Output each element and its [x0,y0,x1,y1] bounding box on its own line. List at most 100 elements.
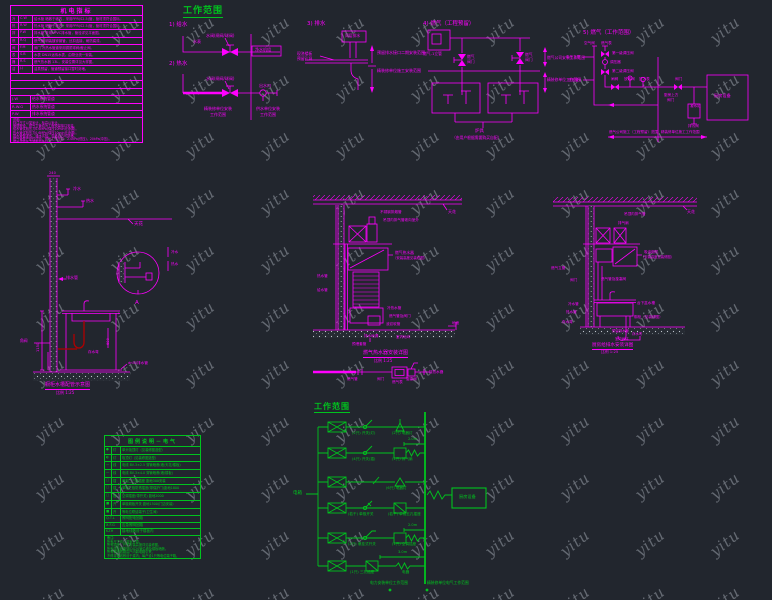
legend-code: J.W [11,96,31,103]
dim-2m-b: 2.0m [408,523,418,527]
table-cell: 单相三极防溅插座(带保护门)距地1800 [122,486,180,491]
label-b6-device: 电器 [402,570,410,574]
label-trap-2: 存水弯 [562,320,573,324]
label-kitchen-equip: 厨房设备 [714,93,731,98]
label-ceiling-duct: 吊顶内排气管 [624,212,646,216]
table-cell: 表 [11,51,19,59]
label-meter-strip: 燃气表 [392,380,403,384]
label-valve-strip: 阀门 [377,376,385,381]
table-cell: — [105,470,112,477]
label-angle-valve: 角阀 [20,338,28,343]
table-note-line: 所有插座、开关安装高度详见装修图。 [107,543,162,548]
label-drain-scope-1: 预留排水接口二期安装范围 [377,50,425,55]
table-legend-row: P.W 排水系统管道 [11,109,142,118]
label-trap: 存水弯 [88,350,99,354]
label-same-floor-drain: 同层排水 [345,33,361,38]
label-panel: 电箱 [293,491,302,496]
table-note-line: 所有弱电线路由户内弱电箱引来。 [107,550,155,555]
title-kitchen-detail: 厨房给排水安装详图 [592,343,634,350]
label-gas-scope: 5) 燃气（工作范围） [583,30,635,36]
title-heater-detail: 燃气热水器安装详图 [363,350,409,359]
table-cell: 单相二三极插座 距地300安装 [122,478,166,483]
label-sleeve: 预埋套管 [352,342,367,346]
table-row: ● 灯单头吸顶灯（见装修图选型） [105,446,200,454]
table-note-line: 给水管试验压力0.6MPa(保压10min无渗漏)。 [13,127,79,132]
table-note-line: 备注: [107,535,115,540]
label-regulator-1: 第一级调压阀 [612,51,634,55]
drainage-diagram [305,30,376,93]
table-row: ◐ 灯吸顶灯（见装修图选型） [105,453,200,462]
label-kitchen-valve-1: 厨房上方 [664,93,679,97]
label-chw-pipe: 冷热水管 [387,306,402,310]
label-fitout-build-scope: 精装修单位施工工作范围 [661,130,700,134]
table-note-line: 热水管试验压力0.6MPa(保压10min无渗漏)。 [13,130,79,135]
label-cw-pipe: 给水管 [317,288,328,292]
label-b2-fan: (1只) 排气扇 [392,457,413,461]
label-drain-pipe: 排水管 [66,275,78,280]
table-cell: 冷 [11,16,19,23]
table-row: ■ 开等电位联结端子(卫生间) [105,507,200,516]
label-reserved-drain: 预留排水管 [612,329,629,333]
label-water-valve-2: 水阀(闸阀/球阀) [206,76,235,81]
label-gas-valve-1a: 燃气 [467,54,475,59]
table-note-line: 燃气试验压力按规范执行。 [13,139,52,144]
legend-code: X.F.G [105,522,121,529]
heater-section-detail [313,195,462,379]
label-slab-2: 预留孔洞 [297,56,313,61]
legend-code: R.W.G [11,103,31,110]
dim-3m: 3.0m [398,550,408,554]
table-cell: 洁 [11,66,19,73]
label-under-sink: 台下盆水槽 [637,301,655,305]
label-kitchen-valve-2: 阀门 [667,98,675,102]
legend-desc: 接地线敷设于楼板内 [122,529,154,534]
label-valve-2: 阀门 [570,278,578,282]
table-row: — 线电线 BV-3×2.5 穿管暗敷(墙/天花/楼板) [105,461,200,470]
label-purifier-unit: 净水机组 [255,46,271,52]
label-exhaust-fan: 排气扇 [618,221,629,225]
label-regulator: 调压器 [610,60,621,64]
table-legend-row: R.W.G 热水系统管道 [11,102,142,110]
label-pressure-gauge: 压力表 [639,77,650,81]
label-gas-meter: 燃气表 [601,41,612,45]
scope-title-plumbing: 工作范围 [183,6,224,18]
label-scope-left-1: 精装修单位安装 [204,106,232,111]
legend-desc: 应急照明回路 [122,522,143,527]
label-gate-valve: 闸阀 [611,77,619,81]
table-cell: J.J [19,66,33,73]
table-cell: 线 [112,470,121,477]
label-heater-note: （安装高度见装修图） [393,256,427,260]
label-drain-scope-2: 精装修单位施工安装范围 [377,68,421,73]
label-hw-pipe: 热水管 [317,274,328,278]
label-indoor-floor-2: 室内地坪 [615,337,629,341]
label-water-meter: 水表 [193,39,201,44]
label-b1-switch: (2只) 开关(灯) [352,431,376,435]
table-row: 热 R.W 热水管 暗敷于墙内，采用PPR(S2.5)管，管材须符合国标。 [11,22,142,30]
label-gas-plug: 燃气管及旋塞阀 [601,277,627,281]
table-legend-row: X.F.G 应急照明回路 [105,521,200,529]
table-cell: — [105,462,112,470]
table-cell: 开 [112,500,121,508]
legend-desc: 排水系统管道 [32,110,55,116]
label-range-hood: 吸油烟机 [644,250,659,254]
table-note-line: 所有强电线路穿JDG20管沿墙及楼板暗敷。 [107,546,168,551]
table-cell: 排 [11,30,19,37]
label-gas-co-scope: 燃气公司安装工作范围 [547,55,585,60]
table-note-line: 燃气管做严密性试验，燃气工作压力：2.0kPa(低压)，20kPa(中压)。 [13,136,112,141]
label-b4-switch: (若干) 单极开关 [348,512,374,516]
table-row: 表 S.B 水表 DN15远传水表，由物业统一安装。 [11,50,142,59]
table-cell: F.M [19,44,33,51]
label-gas-pipe-strip: 燃气管 [347,377,358,381]
electrical-legend-table: 图例说明－电气 ● 灯单头吸顶灯（见装修图选型） ◐ 灯吸顶灯（见装修图选型） — 线电线 … [104,435,201,559]
label-low-pressure: 低压管 [568,78,579,82]
label-cold-water: 冷水 [73,186,81,191]
table-cell: 插 [112,477,121,485]
title-sink-detail: 橱柜水槽配管示意图 [45,382,91,391]
table-cell: R.S [19,59,33,66]
label-water-supply: 1) 给水 [169,22,188,28]
table-note-line: 不得将管线敷设于梁内；每户设1只等电位端子箱。 [107,553,180,558]
label-cw-2: 冷水管 [568,302,579,306]
label-trap-3: 存水弯 [632,332,643,336]
legend-desc: 热水系统管道 [32,103,55,109]
